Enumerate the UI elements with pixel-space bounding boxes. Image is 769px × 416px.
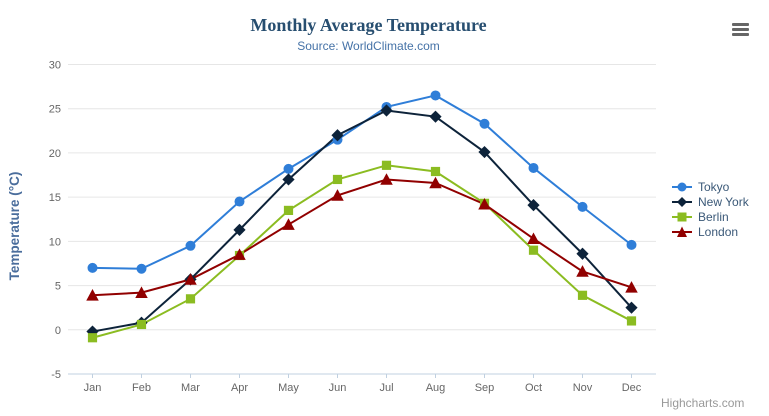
svg-text:10: 10 [49,236,61,248]
svg-text:30: 30 [49,60,61,72]
svg-text:Temperature (°C): Temperature (°C) [7,172,22,281]
svg-text:Apr: Apr [231,382,248,394]
svg-text:Dec: Dec [622,382,642,394]
svg-text:20: 20 [49,148,61,160]
svg-text:Feb: Feb [132,382,151,394]
svg-text:Sep: Sep [475,382,495,394]
svg-text:-5: -5 [51,369,61,381]
svg-text:Jul: Jul [379,382,393,394]
svg-text:Jun: Jun [329,382,347,394]
svg-text:25: 25 [49,104,61,116]
svg-text:5: 5 [55,281,61,293]
svg-text:Oct: Oct [525,382,542,394]
svg-text:15: 15 [49,192,61,204]
svg-text:May: May [278,382,299,394]
svg-text:Mar: Mar [181,382,200,394]
svg-text:Jan: Jan [84,382,102,394]
svg-text:0: 0 [55,325,61,337]
svg-text:Nov: Nov [573,382,593,394]
svg-text:Aug: Aug [426,382,446,394]
